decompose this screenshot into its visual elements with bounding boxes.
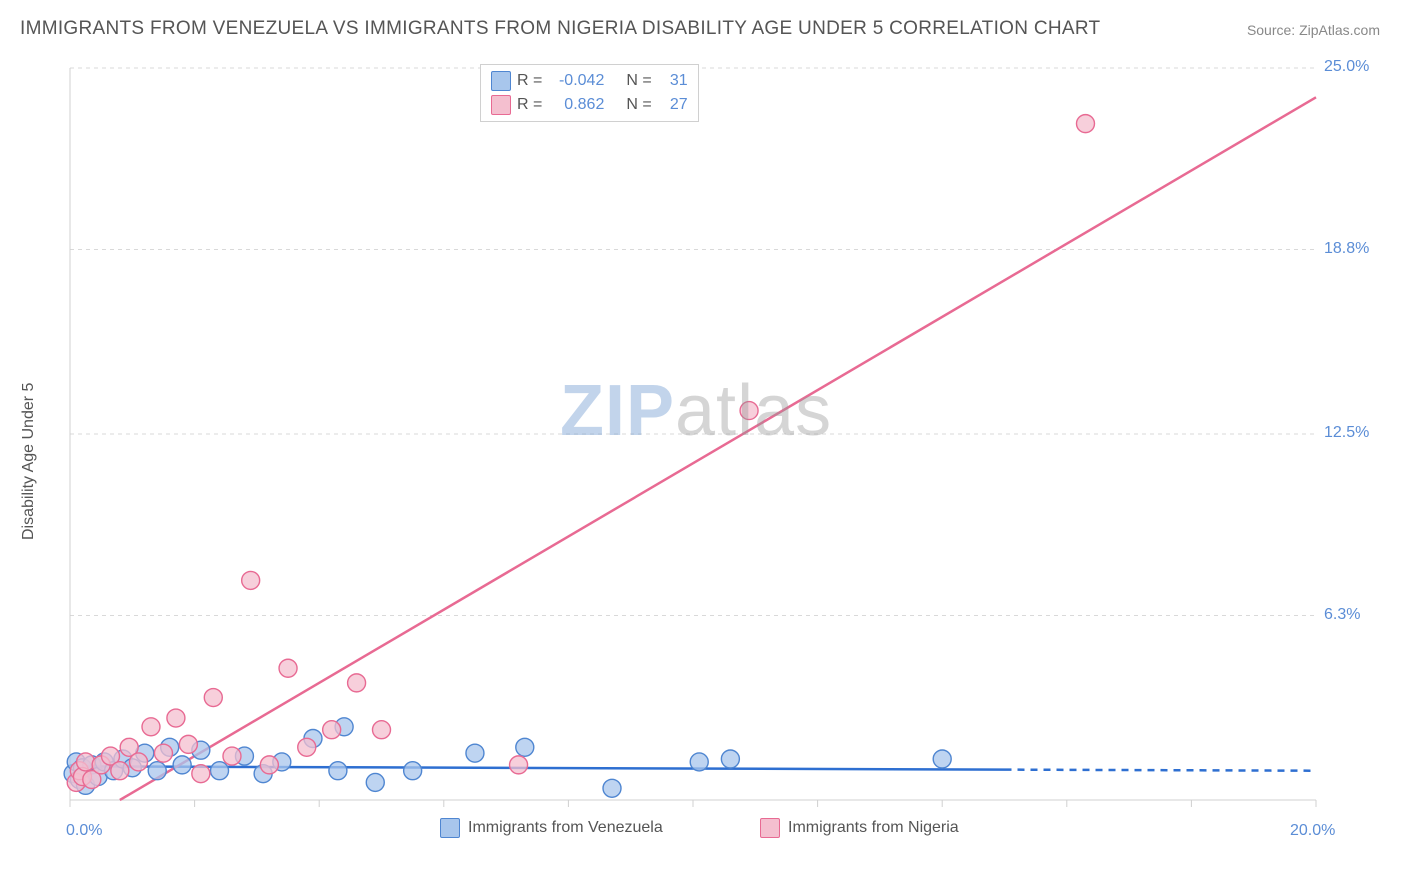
chart-area — [60, 60, 1376, 840]
y-tick-label: 18.8% — [1324, 240, 1369, 258]
chart-title: IMMIGRANTS FROM VENEZUELA VS IMMIGRANTS … — [20, 18, 1100, 40]
legend-label: Immigrants from Nigeria — [788, 819, 959, 837]
legend-label: Immigrants from Venezuela — [468, 819, 663, 837]
stat-n-value: 31 — [658, 72, 688, 90]
y-tick-label: 25.0% — [1324, 58, 1369, 76]
legend-swatch-icon — [491, 71, 511, 91]
stat-legend-row: R = 0.862 N = 27 — [491, 93, 688, 117]
y-axis-label: Disability Age Under 5 — [20, 383, 38, 540]
stat-r-label: R = — [517, 72, 542, 90]
scatter-chart — [60, 60, 1376, 840]
y-tick-label: 12.5% — [1324, 424, 1369, 442]
legend-swatch-icon — [440, 818, 460, 838]
x-max-label: 20.0% — [1290, 822, 1335, 840]
source-label: Source: ZipAtlas.com — [1247, 22, 1380, 38]
stat-n-value: 27 — [658, 96, 688, 114]
legend-item-venezuela: Immigrants from Venezuela — [440, 818, 663, 838]
legend-swatch-icon — [760, 818, 780, 838]
stat-r-value: 0.862 — [548, 96, 604, 114]
stat-r-label: R = — [517, 96, 542, 114]
legend-swatch-icon — [491, 95, 511, 115]
stat-n-label: N = — [626, 72, 651, 90]
x-origin-label: 0.0% — [66, 822, 102, 840]
legend-item-nigeria: Immigrants from Nigeria — [760, 818, 959, 838]
stat-r-value: -0.042 — [548, 72, 604, 90]
stat-n-label: N = — [626, 96, 651, 114]
y-tick-label: 6.3% — [1324, 606, 1360, 624]
stat-legend: R = -0.042 N = 31 R = 0.862 N = 27 — [480, 64, 699, 122]
stat-legend-row: R = -0.042 N = 31 — [491, 69, 688, 93]
